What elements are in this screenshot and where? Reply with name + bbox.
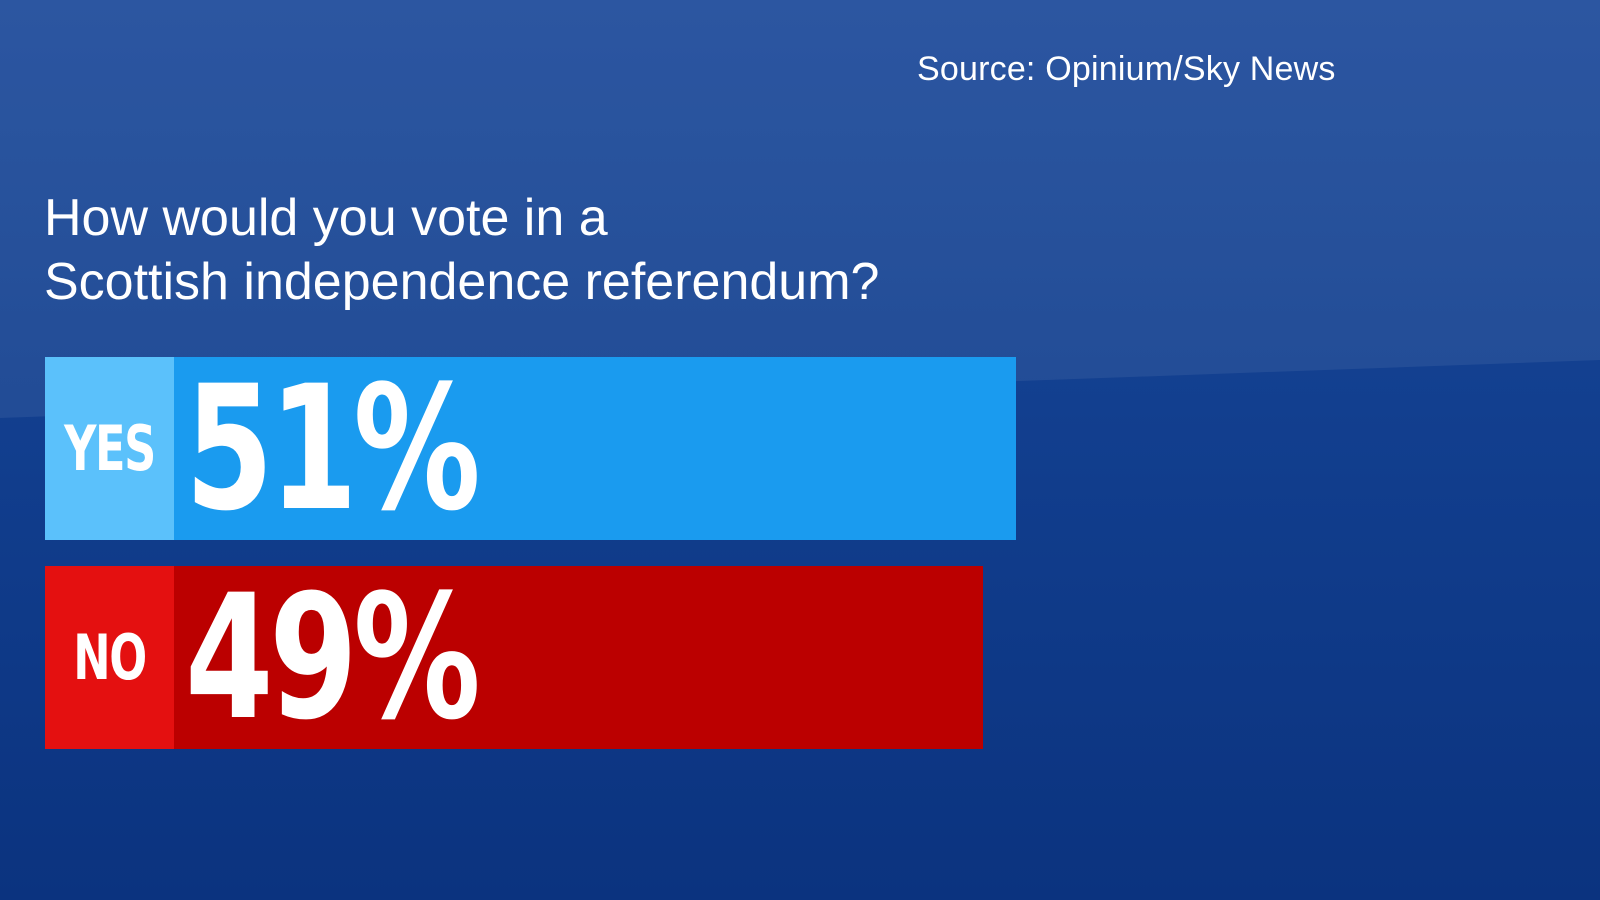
value-label-yes: 51% (185, 348, 481, 549)
chart-title: How would you vote in a Scottish indepen… (44, 186, 944, 314)
bar-no (174, 566, 983, 749)
category-label-no: NO (73, 621, 147, 694)
bar-label-box-no (45, 566, 174, 749)
bar-label-box-yes (45, 357, 174, 540)
bar-yes (174, 357, 1016, 540)
chart-title-line-1: How would you vote in a (44, 189, 608, 247)
chart-title-line-2: Scottish independence referendum? (44, 253, 880, 311)
chart-source: Source: Opinium/Sky News (917, 50, 1336, 88)
category-label-yes: YES (64, 412, 156, 485)
value-label-no: 49% (185, 557, 481, 758)
